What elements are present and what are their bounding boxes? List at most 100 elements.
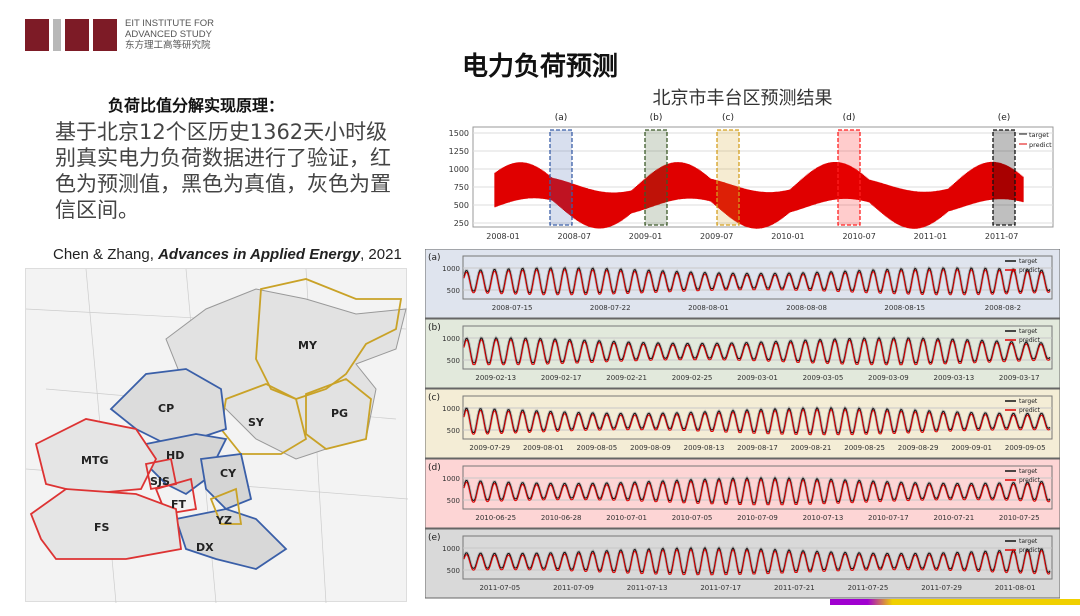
map-label: SJS	[150, 475, 170, 488]
logo-line: 东方理工高等研究院	[125, 40, 211, 51]
predict-series	[463, 338, 1051, 366]
predict-series	[494, 161, 1024, 229]
y-tick-label: 500	[447, 567, 460, 575]
highlight-window	[644, 129, 668, 226]
map-label: HD	[166, 449, 184, 462]
x-tick-label: 2008-01	[486, 232, 519, 241]
logo-line: EIT INSTITUTE FOR	[125, 18, 215, 29]
y-tick-label: 1000	[442, 545, 460, 553]
panel-label: (a)	[428, 253, 441, 263]
map-label: MY	[298, 339, 318, 352]
x-tick-label: 2010-06-28	[541, 514, 582, 522]
x-tick-label: 2011-07-29	[921, 584, 962, 592]
y-tick-label: 500	[447, 287, 460, 295]
x-tick-label: 2009-02-17	[541, 374, 582, 382]
window-label: (c)	[722, 113, 734, 123]
x-tick-label: 2011-07-25	[848, 584, 889, 592]
panel-a: (a)1000 500 2008-07-15 2008-07-22 2008-08-01…	[425, 249, 1060, 319]
legend-label: target	[1019, 328, 1038, 335]
panel-b: (b)1000 500 2009-02-13 2009-02-17 2009-02-21…	[425, 318, 1060, 389]
x-tick-label: 2010-07-01	[606, 514, 647, 522]
x-tick-label: 2010-07-25	[999, 514, 1040, 522]
x-tick-label: 2009-01	[629, 232, 662, 241]
x-tick-label: 2009-08-21	[791, 444, 832, 452]
x-tick-label: 2011-01	[914, 232, 947, 241]
map-label: YZ	[215, 514, 232, 527]
window-label: (d)	[843, 113, 856, 123]
x-tick-label: 2011-07-09	[553, 584, 594, 592]
panel-d: (d)1000 500 2010-06-25 2010-06-28 2010-07-01…	[425, 458, 1060, 529]
legend-label: target	[1019, 468, 1038, 475]
x-tick-label: 2011-07	[985, 232, 1018, 241]
legend-label: target	[1019, 258, 1038, 265]
highlight-window	[549, 129, 573, 226]
x-tick-label: 2008-07-22	[590, 304, 631, 312]
y-tick-label: 250	[454, 219, 469, 228]
x-tick-label: 2009-07-29	[469, 444, 510, 452]
legend-label: predict	[1029, 141, 1052, 149]
legend-label: target	[1029, 131, 1049, 139]
x-tick-label: 2009-08-01	[523, 444, 564, 452]
y-tick-label: 500	[447, 357, 460, 365]
window-label: (a)	[555, 113, 568, 123]
map-label: CY	[220, 467, 237, 480]
decorative-stripe	[830, 599, 1080, 605]
legend-label: target	[1019, 538, 1038, 545]
map-label: DX	[196, 541, 214, 554]
x-tick-label: 2010-07	[842, 232, 875, 241]
citation: Chen & Zhang, Advances in Applied Energy…	[53, 246, 402, 263]
x-tick-label: 2009-07	[700, 232, 733, 241]
body-text: 基于北京12个区历史1362天小时级别真实电力负荷数据进行了验证，红色为预测值，…	[55, 120, 391, 222]
panel-label: (c)	[428, 393, 440, 403]
map-label: FT	[171, 498, 187, 511]
x-tick-label: 2009-03-13	[933, 374, 974, 382]
x-tick-label: 2009-02-21	[606, 374, 647, 382]
citation-year: , 2021	[360, 246, 402, 263]
x-tick-label: 2009-08-05	[577, 444, 618, 452]
window-label: (e)	[998, 113, 1011, 123]
x-tick-label: 2010-01	[771, 232, 804, 241]
plot-area	[462, 325, 1053, 370]
x-tick-label: 2011-07-21	[774, 584, 815, 592]
y-tick-label: 1000	[449, 165, 469, 174]
y-tick-label: 1500	[449, 129, 469, 138]
highlight-window	[716, 129, 740, 226]
beijing-district-map: MY CP SY PG HD MTG CY SJS FT FS YZ DX	[25, 268, 409, 604]
highlight-window	[837, 129, 861, 226]
panel-e: (e)1000 500 2011-07-05 2011-07-09 2011-07-13…	[425, 528, 1060, 599]
x-tick-label: 2010-07-05	[672, 514, 713, 522]
predict-series	[463, 268, 1051, 296]
slide-title: 电力负荷预测	[461, 52, 618, 82]
x-tick-label: 2011-07-05	[479, 584, 520, 592]
x-tick-label: 2010-07-13	[803, 514, 844, 522]
x-tick-label: 2010-07-21	[933, 514, 974, 522]
x-tick-label: 2009-09-05	[1005, 444, 1046, 452]
x-tick-label: 2009-02-25	[672, 374, 713, 382]
y-tick-label: 500	[447, 427, 460, 435]
subtitle: 负荷比值分解实现原理：	[108, 96, 285, 115]
x-tick-label: 2008-08-15	[884, 304, 925, 312]
x-tick-label: 2009-03-05	[803, 374, 844, 382]
legend-label: predict	[1019, 337, 1041, 344]
x-tick-label: 2009-09-01	[951, 444, 992, 452]
map-label: SY	[248, 416, 265, 429]
logo: EIT INSTITUTE FOR ADVANCED STUDY 东方理工高等研…	[25, 18, 214, 51]
y-tick-label: 750	[454, 183, 469, 192]
y-tick-label: 1000	[442, 405, 460, 413]
logo-line: ADVANCED STUDY	[125, 29, 212, 40]
panel-c: (c)1000 500 2009-07-29 2009-08-01 2009-08-05…	[425, 388, 1060, 459]
y-tick-label: 1000	[442, 265, 460, 273]
legend-label: predict	[1019, 267, 1041, 274]
x-tick-label: 2008-08-2	[985, 304, 1021, 312]
window-label: (b)	[650, 113, 663, 123]
plot-area	[462, 395, 1053, 440]
citation-authors: Chen & Zhang,	[53, 246, 159, 263]
plot-area	[462, 255, 1053, 300]
y-tick-label: 1250	[449, 147, 469, 156]
predict-series	[463, 548, 1051, 576]
x-tick-label: 2011-07-17	[700, 584, 741, 592]
plot-area	[462, 535, 1053, 580]
panel-label: (b)	[428, 323, 441, 333]
y-tick-label: 500	[454, 201, 469, 210]
